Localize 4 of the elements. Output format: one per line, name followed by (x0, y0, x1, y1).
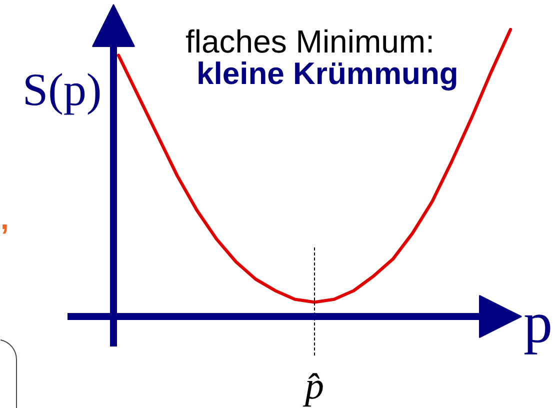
y-axis-title: S(p) (22, 64, 102, 115)
x-axis-title: p (524, 290, 552, 355)
text: , (0, 203, 9, 236)
text: p̂ (302, 366, 324, 408)
